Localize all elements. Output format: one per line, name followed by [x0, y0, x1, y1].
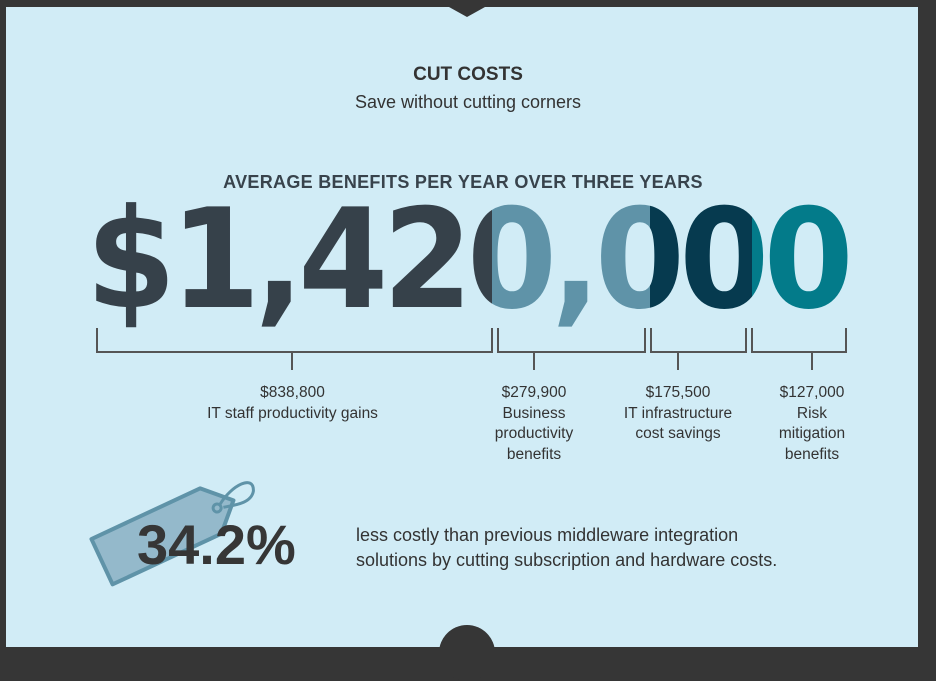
savings-description: less costly than previous middleware int… — [356, 523, 777, 573]
bracket-it-staff — [96, 328, 493, 370]
section-subtitle: Save without cutting corners — [354, 92, 582, 112]
amount: $838,800 — [260, 384, 325, 401]
total-part-it-staff: $1,420,000 — [86, 179, 848, 340]
bracket-business — [497, 328, 646, 370]
breakdown-business: $279,900 Business productivity benefits — [480, 383, 588, 465]
total-figure-graphic: $1,420,000 $1,420,000 $1,420,000 $1,420,… — [86, 179, 854, 587]
savings-percent: 34.2% — [137, 513, 296, 576]
breakdown-risk: $127,000 Risk mitigation benefits — [766, 383, 858, 465]
bracket-infrastructure — [650, 328, 747, 370]
total-part-risk: $1,420,000 — [86, 179, 848, 340]
label: IT infrastructure cost savings — [623, 404, 733, 443]
label: IT staff productivity gains — [207, 404, 378, 422]
amount: $175,500 — [645, 384, 711, 401]
breakdown-it-staff: $838,800 IT staff productivity gains — [170, 383, 415, 424]
label: Business productivity benefits — [494, 404, 574, 463]
label: Risk mitigation benefits — [778, 404, 846, 463]
description-line-2: solutions by cutting subscription and ha… — [356, 550, 778, 570]
section-title: CUT COSTS — [413, 64, 523, 85]
price-tag-icon — [89, 481, 255, 587]
benefits-heading: AVERAGE BENEFITS PER YEAR OVER THREE YEA… — [223, 172, 703, 192]
top-notch — [449, 7, 485, 17]
amount: $127,000 — [779, 384, 845, 401]
total-part-business: $1,420,000 — [86, 179, 848, 340]
total-part-infrastructure: $1,420,000 — [86, 179, 848, 340]
bracket-risk — [751, 328, 847, 370]
breakdown-infrastructure: $175,500 IT infrastructure cost savings — [610, 383, 746, 445]
amount: $279,900 — [501, 384, 567, 401]
description-line-1: less costly than previous middleware int… — [356, 525, 739, 545]
